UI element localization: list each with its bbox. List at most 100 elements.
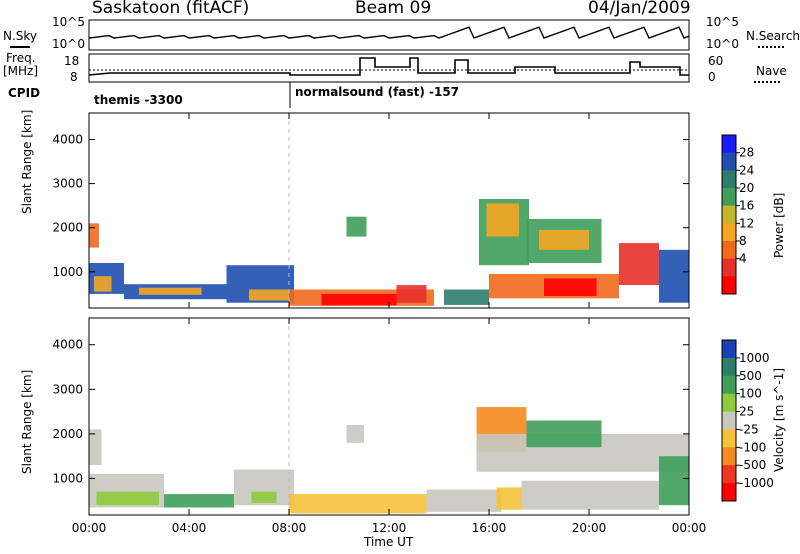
scatter-region — [486, 203, 519, 237]
power-panel: 1000 2000 3000 4000 — [52, 112, 690, 309]
scatter-region — [526, 420, 602, 448]
scatter-region — [496, 487, 522, 510]
colorbar-segment — [722, 411, 736, 430]
nsearch-legend-line — [758, 46, 784, 48]
nsky-legend-line — [10, 46, 30, 48]
colorbar-segment — [722, 241, 736, 260]
nsky-tick-low: 10^0 — [52, 37, 85, 51]
power-ylabel: Slant Range [km] — [20, 109, 34, 214]
scatter-region — [321, 293, 397, 306]
colorbar-segment — [722, 258, 736, 277]
colorbar-segment — [722, 429, 736, 448]
colorbar-tick-label: 8 — [739, 234, 747, 248]
colorbar-tick-label: -1000 — [739, 476, 774, 490]
cpid-segment-1: themis -3300 — [94, 93, 183, 107]
freq-label: Freq. — [6, 51, 36, 65]
scatter-region — [164, 494, 234, 508]
scatter-region — [89, 429, 102, 466]
colorbar-segment — [722, 357, 736, 377]
nave-label: Nave — [756, 64, 787, 78]
x-tick-label: 12:00 — [372, 521, 407, 535]
nsearch-tick-high: 10^5 — [706, 15, 739, 29]
scatter-region — [96, 491, 159, 506]
nsky-label: N.Sky — [3, 29, 38, 43]
colorbar-tick-label: 20 — [739, 181, 754, 195]
cpid-segment-2: normalsound (fast) -157 — [295, 85, 460, 99]
colorbar-tick-label: 4 — [739, 252, 747, 266]
scatter-region — [619, 243, 659, 285]
velocity-colorbar: 1000 500 100 25 -25 -100 -500 -1000 — [721, 339, 774, 502]
colorbar-tick-label: 100 — [739, 387, 762, 401]
nsearch-tick-low: 10^0 — [706, 37, 739, 51]
colorbar-frame — [721, 134, 737, 295]
freq-tick-low: 8 — [70, 70, 78, 84]
scatter-region — [544, 278, 597, 296]
colorbar-segment — [722, 188, 736, 207]
velocity-ylabel: Slant Range [km] — [20, 369, 34, 474]
x-tick-label: 08:00 — [272, 521, 307, 535]
y-tick-label: 2000 — [52, 427, 83, 441]
colorbar-segment — [722, 135, 736, 154]
colorbar-segment — [722, 465, 736, 484]
y-tick-label: 3000 — [52, 382, 83, 396]
scatter-region — [659, 456, 689, 506]
scatter-region — [521, 480, 659, 510]
colorbar-segment — [722, 152, 736, 171]
colorbar-tick-label: -100 — [739, 440, 766, 454]
cpid-label: CPID — [8, 86, 41, 100]
nave-legend-line — [754, 81, 780, 83]
nave-tick-high: 60 — [708, 54, 724, 68]
scatter-region — [89, 223, 99, 248]
scatter-region — [289, 494, 427, 514]
y-tick-label: 4000 — [52, 338, 83, 352]
scatter-region — [251, 491, 277, 503]
x-axis-label: Time UT — [364, 535, 414, 549]
power-colorbar: 28 24 20 16 12 8 4 — [721, 134, 754, 295]
colorbar-tick-label: 1000 — [739, 351, 770, 365]
x-tick-label: 00:00 — [72, 521, 107, 535]
nsearch-label: N.Search — [746, 29, 800, 43]
scatter-region — [659, 249, 689, 303]
beam-title: Beam 09 — [355, 0, 432, 18]
velocity-panel: 1000 2000 3000 4000 — [52, 317, 690, 516]
scatter-region — [396, 285, 427, 303]
scatter-region — [426, 489, 502, 512]
station-title: Saskatoon (fitACF) — [92, 0, 250, 18]
x-tick-label: 16:00 — [472, 521, 507, 535]
colorbar-tick-label: -500 — [739, 458, 766, 472]
colorbar-tick-label: 24 — [739, 163, 754, 177]
colorbar-segment — [722, 483, 736, 502]
colorbar-segment — [722, 375, 736, 395]
colorbar-segment — [722, 447, 736, 466]
freq-unit-label: [MHz] — [3, 64, 39, 78]
date-title: 04/Jan/2009 — [588, 0, 691, 18]
scatter-region — [346, 425, 364, 443]
freq-tick-high: 18 — [64, 54, 80, 68]
colorbar-segment — [722, 393, 736, 413]
colorbar-tick-label: 28 — [739, 146, 754, 160]
colorbar-segment — [722, 276, 736, 295]
y-tick-label: 2000 — [52, 221, 83, 235]
colorbar-segment — [722, 205, 736, 224]
x-tick-label: 00:00 — [672, 521, 707, 535]
scatter-region — [444, 289, 489, 305]
scatter-region — [139, 287, 202, 295]
scatter-region — [249, 289, 289, 301]
colorbar-frame — [721, 339, 737, 502]
colorbar-segment — [722, 170, 736, 189]
colorbar-tick-label: 500 — [739, 369, 762, 383]
y-tick-label: 1000 — [52, 471, 83, 485]
x-axis: 00:00 04:00 08:00 12:00 16:00 20:00 00:00 — [72, 521, 707, 535]
nave-tick-low: 0 — [708, 70, 716, 84]
y-tick-label: 4000 — [52, 132, 83, 146]
scatter-region — [346, 216, 367, 237]
y-tick-label: 1000 — [52, 265, 83, 279]
colorbar-tick-label: 25 — [739, 405, 754, 419]
colorbar-tick-label: -25 — [739, 422, 759, 436]
x-tick-label: 04:00 — [172, 521, 207, 535]
colorbar-tick-label: 12 — [739, 216, 754, 230]
velocity-colorbar-label: Velocity [m s^-1] — [772, 367, 786, 472]
colorbar-tick-label: 16 — [739, 199, 754, 213]
colorbar-segment — [722, 223, 736, 242]
